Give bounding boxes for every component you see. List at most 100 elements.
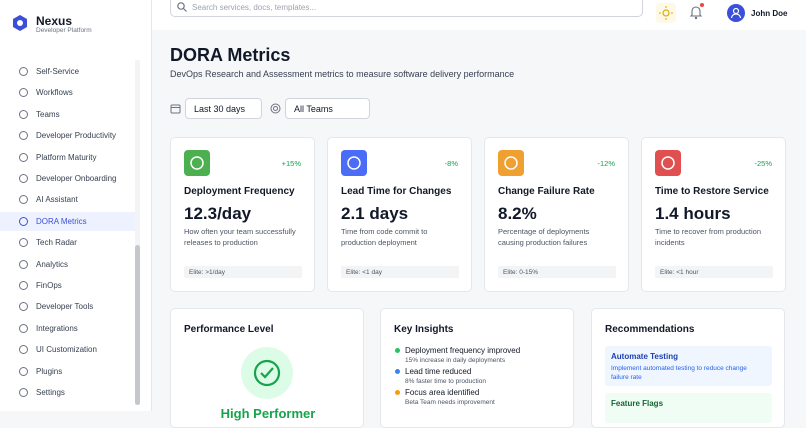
benchmark: Elite: <1 day (341, 266, 459, 278)
notifications[interactable] (688, 3, 704, 21)
check-badge (241, 347, 293, 399)
nav-label: FinOps (36, 281, 62, 290)
page-subtitle: DevOps Research and Assessment metrics t… (170, 69, 515, 79)
team-icon (270, 103, 281, 114)
panel-title: Key Insights (394, 324, 454, 335)
scrollbar-track (135, 60, 140, 405)
insight: Deployment frequency improved 15% increas… (395, 346, 520, 364)
period-select[interactable]: Last 30 days (185, 98, 262, 119)
nav-label: Analytics (36, 259, 69, 269)
theme-toggle[interactable] (656, 3, 676, 23)
nav-label: Platform Maturity (36, 152, 97, 162)
trend: -8% (444, 159, 458, 168)
metric-title: Change Failure Rate (498, 186, 595, 197)
panel-title: Performance Level (184, 324, 274, 335)
insight-title: Focus area identified (405, 388, 480, 397)
search-box[interactable]: Search services, docs, templates... (170, 0, 643, 17)
nav-icon (19, 259, 28, 269)
icon-glyph (347, 156, 361, 170)
recommendation[interactable]: Feature Flags (605, 393, 772, 423)
icon-glyph (190, 156, 204, 170)
metric-title: Deployment Frequency (184, 186, 295, 197)
nav-item[interactable]: Developer Tools (0, 297, 136, 316)
nav-icon (19, 366, 28, 376)
recommendation[interactable]: Automate Testing Implement automated test… (605, 346, 772, 386)
rec-detail: Implement automated testing to reduce ch… (611, 365, 747, 381)
period-label: Last 30 days (194, 103, 246, 114)
nav-item[interactable]: Platform Maturity (0, 148, 136, 167)
benchmark: Elite: 0-15% (498, 266, 616, 278)
scrollbar-thumb[interactable] (135, 245, 140, 405)
page-title: DORA Metrics (170, 45, 291, 65)
nav-item[interactable]: FinOps (0, 276, 136, 295)
nav-icon (19, 345, 28, 355)
nav-item[interactable]: Integrations (0, 319, 136, 338)
metric-description: How often your team successfully release… (184, 227, 296, 247)
nav-item[interactable]: Tech Radar (0, 233, 136, 252)
recommendations-panel: Recommendations Automate Testing Implemen… (591, 308, 785, 428)
nav-label: Integrations (36, 323, 78, 333)
insight-dot (395, 390, 400, 395)
nav-label: Developer Tools (36, 302, 94, 312)
insight-title: Lead time reduced (405, 367, 472, 376)
metric-card: +15% Deployment Frequency 12.3/day How ofte… (170, 137, 315, 292)
metric-icon (341, 150, 367, 176)
nav-icon (19, 195, 28, 205)
nav-icon (19, 323, 28, 333)
metric-card: -12% Change Failure Rate 8.2% Percentage of… (484, 137, 629, 292)
nav-label: Tech Radar (36, 238, 77, 248)
insight-dot (395, 369, 400, 374)
logo (13, 15, 27, 31)
team-select[interactable]: All Teams (285, 98, 370, 119)
nav-icon (19, 109, 28, 119)
nav-icon (19, 238, 28, 248)
brand-tagline: Developer Platform (36, 27, 92, 34)
nav-label: Plugins (36, 366, 63, 376)
calendar-icon (170, 104, 181, 114)
trend: +15% (281, 159, 301, 168)
metric-value: 1.4 hours (655, 204, 731, 223)
metric-icon (184, 150, 210, 176)
top-bar: Search services, docs, templates... John… (152, 0, 806, 30)
nav-label: Self-Service (36, 67, 80, 76)
nav-label: Developer Onboarding (36, 174, 117, 183)
metric-title: Lead Time for Changes (341, 186, 452, 197)
benchmark: Elite: >1/day (184, 266, 302, 278)
nav-item[interactable]: UI Customization (0, 340, 136, 359)
metric-card: -25% Time to Restore Service 1.4 hours Time… (641, 137, 786, 292)
insight: Focus area identified Beta Team needs imp… (395, 388, 495, 406)
nav-item[interactable]: Analytics (0, 255, 136, 274)
nav-icon (19, 88, 28, 98)
user-name[interactable]: John Doe (751, 9, 788, 18)
insights-panel: Key Insights Deployment frequency improv… (380, 308, 574, 428)
nav-item[interactable]: Plugins (0, 362, 136, 381)
nav-item[interactable]: Settings (0, 383, 136, 402)
nav-label: Teams (36, 109, 60, 119)
search-placeholder: Search services, docs, templates... (192, 3, 317, 12)
icon-glyph (504, 156, 518, 170)
performance-panel: Performance Level High Performer (170, 308, 364, 428)
insight-detail: 15% increase in daily deployments (405, 357, 506, 364)
trend: -12% (597, 159, 615, 168)
metric-title: Time to Restore Service (655, 186, 769, 197)
nav-item[interactable]: AI Assistant (0, 190, 136, 209)
nav-label: Workflows (36, 88, 73, 98)
nav-item[interactable]: Developer Onboarding (0, 169, 136, 188)
benchmark: Elite: <1 hour (655, 266, 773, 278)
nav-item[interactable]: DORA Metrics (0, 211, 136, 231)
nav-label: AI Assistant (36, 195, 78, 205)
performance-level: High Performer (220, 406, 316, 421)
nav-item[interactable]: Developer Productivity (0, 126, 136, 145)
nav-item[interactable]: Teams (0, 105, 136, 124)
nav-icon (19, 281, 28, 290)
avatar[interactable] (727, 4, 745, 22)
metric-value: 2.1 days (341, 204, 409, 223)
brand-name: Nexus (36, 14, 73, 28)
nav-item[interactable]: Workflows (0, 83, 136, 102)
nav-item[interactable]: Self-Service (0, 62, 136, 81)
metric-icon (655, 150, 681, 176)
metric-description: Time from code commit to production depl… (341, 227, 428, 247)
nav-icon (19, 216, 28, 226)
